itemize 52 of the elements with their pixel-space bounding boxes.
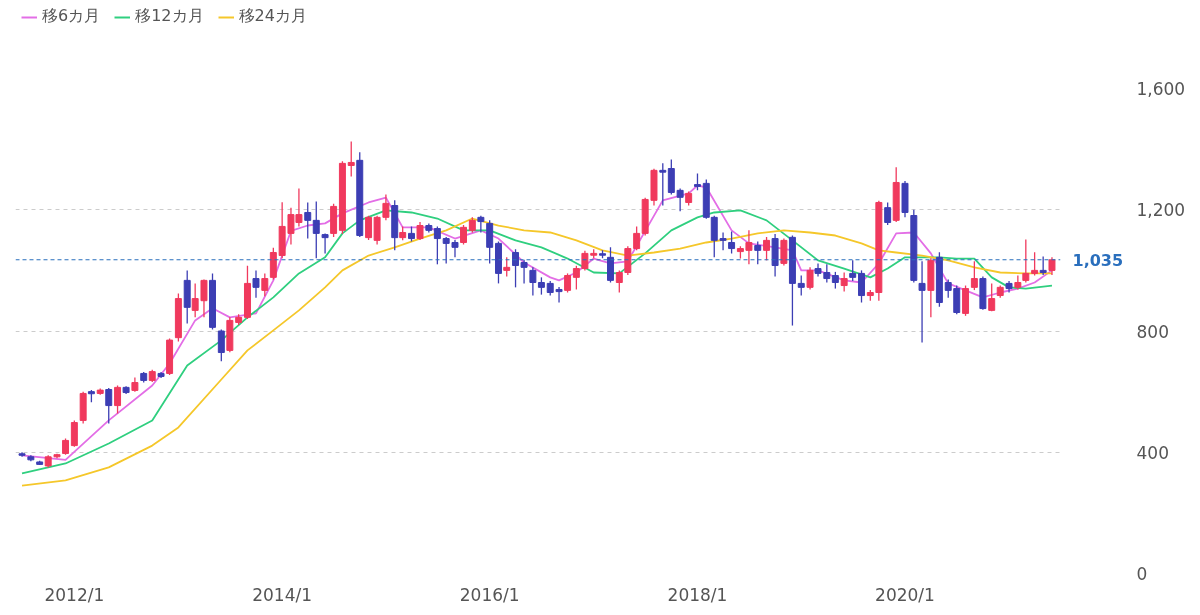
x-tick-label: 2018/1	[667, 584, 728, 605]
x-tick-label: 2016/1	[459, 584, 520, 605]
candlestick	[312, 200, 320, 259]
candlestick	[988, 282, 996, 312]
candlestick	[261, 272, 269, 297]
y-tick-label: 1,600	[1136, 79, 1186, 99]
candlestick	[858, 269, 865, 304]
candlestick	[607, 246, 614, 284]
candlestick	[763, 236, 771, 262]
candlestick	[840, 271, 848, 293]
candlestick	[884, 201, 892, 226]
y-tick-label: 1,200	[1136, 200, 1186, 221]
candlestick	[477, 215, 485, 234]
candlestick	[1039, 255, 1047, 276]
candlestick	[633, 225, 641, 252]
x-tick-label: 2020/1	[875, 584, 935, 605]
y-tick-label: 800	[1136, 321, 1169, 342]
candlestick	[806, 266, 814, 291]
candlestick	[728, 230, 736, 255]
legend-label: 移6カ月	[42, 6, 101, 27]
candlestick	[114, 384, 122, 415]
candlestick	[918, 260, 926, 344]
candlestick	[1031, 251, 1039, 277]
candlestick	[754, 240, 762, 265]
x-tick-label: 2012/1	[44, 584, 105, 605]
ref-line-label: 1,035	[1072, 250, 1124, 270]
candlestick	[433, 225, 441, 265]
candlestick	[321, 232, 329, 255]
candlestick	[503, 256, 511, 278]
candlestick	[849, 259, 857, 282]
candlestick	[416, 221, 424, 241]
candlestick	[659, 162, 667, 207]
candlestick	[676, 187, 684, 212]
candlestick	[105, 387, 113, 425]
candlestick	[70, 419, 78, 448]
candlestick	[564, 272, 572, 294]
candlestick	[217, 328, 225, 362]
candlestick	[486, 219, 494, 265]
candlestick	[304, 201, 312, 240]
candlestick	[970, 260, 978, 291]
legend-label: 移24カ月	[238, 6, 307, 27]
candlestick	[1022, 238, 1030, 284]
x-tick-label: 2014/1	[252, 584, 313, 605]
candlestick	[667, 158, 675, 196]
candlestick	[460, 224, 467, 246]
legend-label: 移12カ月	[135, 6, 204, 27]
candlestick	[252, 269, 260, 299]
candlestick	[780, 237, 788, 267]
y-tick-label: 0	[1136, 564, 1148, 584]
candlestick	[797, 274, 805, 297]
y-tick-label: 400	[1136, 442, 1169, 463]
candlestick	[347, 140, 355, 178]
